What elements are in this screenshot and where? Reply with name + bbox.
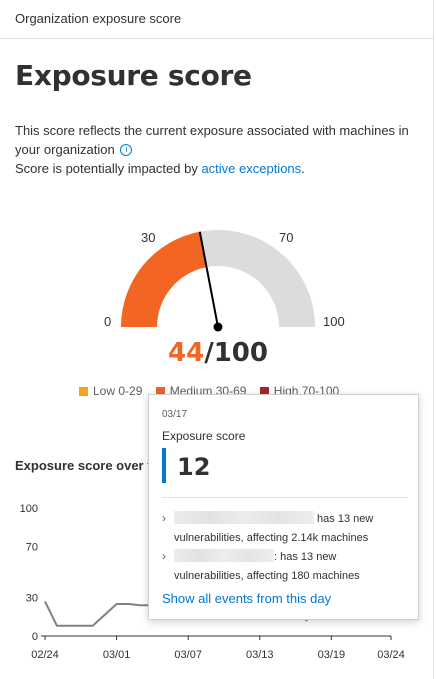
x-tick-label: 03/19 (318, 649, 346, 661)
card-title: Organization exposure score (15, 11, 182, 26)
exposure-gauge: 0 30 70 100 (104, 230, 345, 332)
show-all-events-link[interactable]: Show all events from this day (162, 591, 332, 606)
page-title: Exposure score (15, 59, 252, 92)
gauge-fill (121, 231, 207, 327)
legend-low: Low 0-29 (79, 384, 142, 398)
info-icon[interactable]: i (120, 144, 133, 156)
y-tick-label: 70 (26, 541, 38, 553)
tooltip-divider (162, 497, 408, 498)
card-header: Organization exposure score (0, 0, 434, 39)
gauge-tick-0: 0 (104, 314, 111, 329)
description: This score reflects the current exposure… (15, 123, 409, 176)
x-tick-label: 03/01 (103, 649, 131, 661)
score-max: /100 (204, 338, 268, 368)
gauge-tick-70: 70 (279, 230, 293, 245)
chart-tooltip: 03/17 Exposure score 12 › has 13 new vul… (148, 394, 419, 620)
legend-swatch-low (79, 387, 88, 396)
exposure-line-chart[interactable]: 0 30 70 100 02/24 03/01 03/07 03/13 03/19 03/24 (0, 490, 436, 679)
x-tick-label: 02/24 (31, 649, 59, 661)
tooltip-date: 03/17 (162, 409, 188, 420)
score-value: 44/100 (0, 338, 436, 368)
gauge-needle (198, 231, 219, 328)
active-exceptions-link[interactable]: active exceptions (201, 161, 302, 176)
x-tick-label: 03/13 (246, 649, 274, 661)
chart-title: Exposure score over time (15, 458, 174, 473)
y-tick-label: 30 (26, 593, 38, 605)
gauge-pivot (213, 322, 223, 332)
gauge-tick-30: 30 (141, 230, 155, 245)
tooltip-accent-bar (162, 448, 166, 483)
chevron-right-icon[interactable]: › (162, 549, 166, 563)
current-score: 44 (168, 338, 205, 368)
gauge-tick-100: 100 (323, 314, 345, 329)
tooltip-value: 12 (177, 453, 211, 481)
redacted-name (174, 549, 274, 562)
x-tick-label: 03/24 (377, 649, 405, 661)
y-tick-label: 100 (20, 503, 38, 515)
redacted-name (174, 511, 314, 524)
legend-swatch-medium (155, 387, 165, 396)
legend-swatch-high (259, 387, 269, 396)
chevron-right-icon[interactable]: › (162, 511, 166, 525)
description-text: This score reflects the current exposure… (15, 123, 409, 157)
x-tick-label: 03/07 (174, 649, 202, 661)
y-tick-label: 0 (32, 631, 38, 643)
tooltip-label: Exposure score (162, 429, 246, 443)
impact-text: Score is potentially impacted by (15, 161, 202, 176)
